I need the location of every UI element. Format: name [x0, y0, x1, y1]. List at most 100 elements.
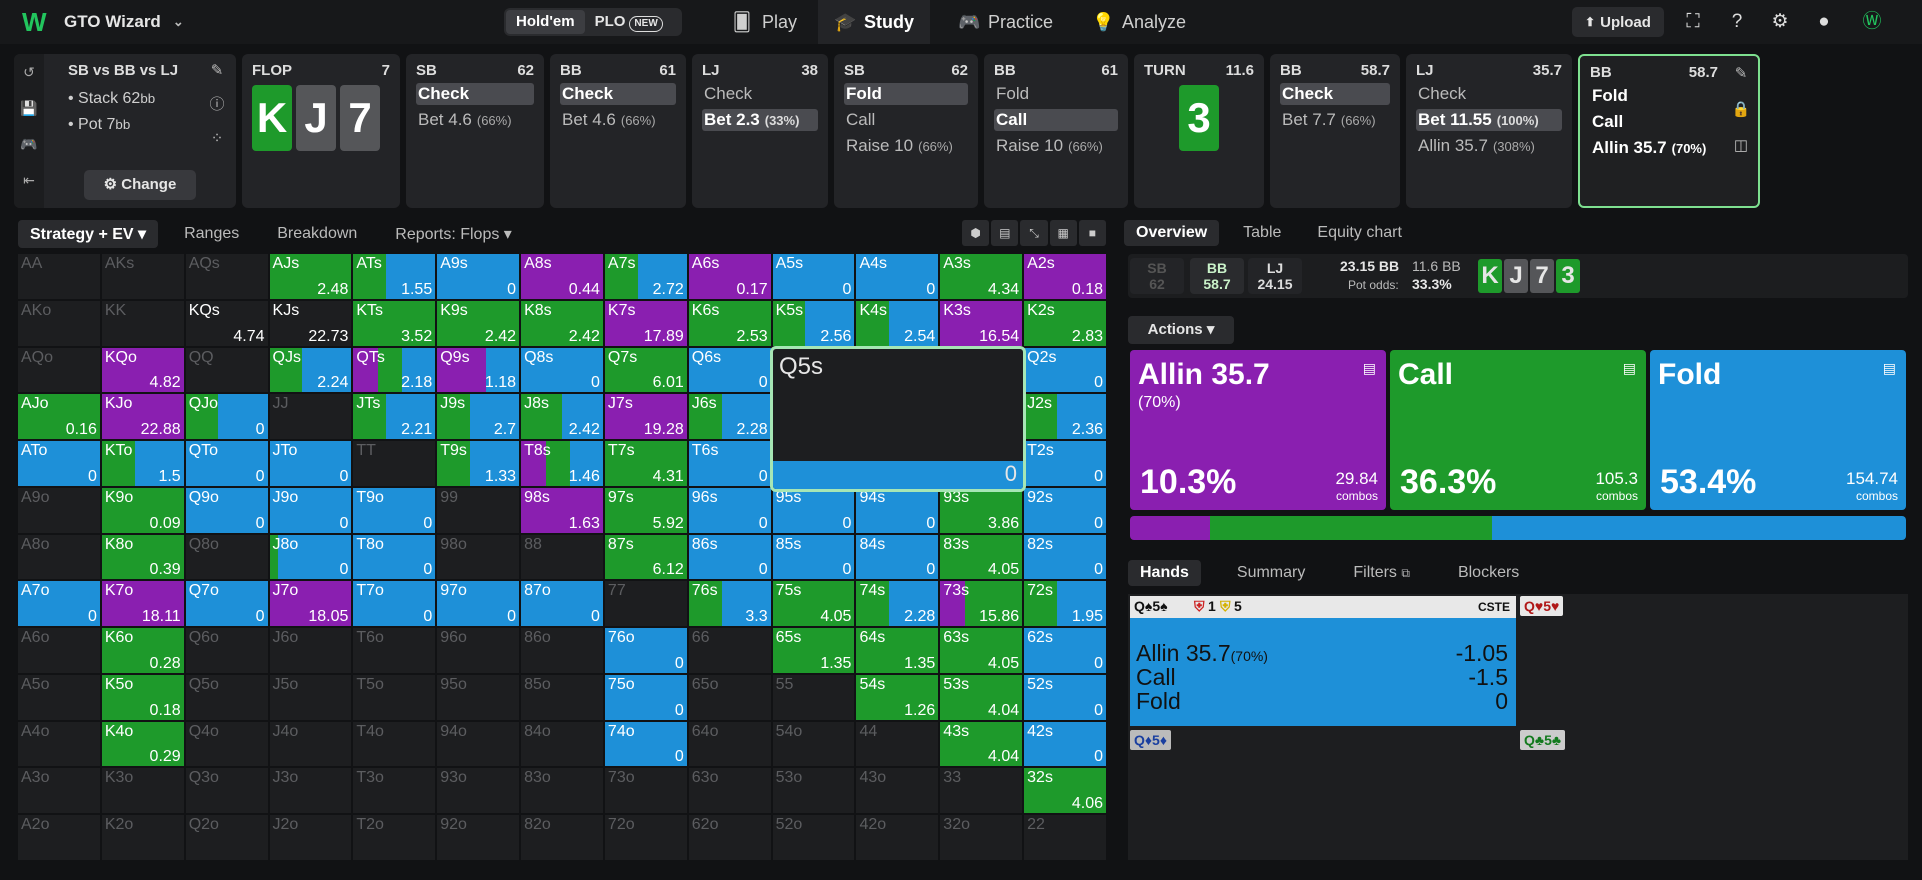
pencil-icon[interactable]: ✎ [210, 62, 224, 79]
hand-cell[interactable]: KQo 4.82 [101, 347, 184, 393]
hand-cell[interactable]: K4o 0.29 [101, 721, 184, 767]
hand-cell[interactable]: A4s 0 [856, 254, 939, 299]
hand-cell[interactable]: Q5o [185, 674, 268, 720]
hand-cell[interactable]: 93o [437, 768, 520, 814]
hand-cell[interactable]: A2o [18, 815, 100, 860]
hand-cell[interactable]: Q3o [185, 768, 268, 814]
hand-cell[interactable]: A3s 4.34 [940, 254, 1023, 299]
plo-option[interactable]: PLO NEW [585, 10, 673, 34]
hand-cell[interactable]: 76o 0 [604, 628, 687, 673]
hand-cell[interactable]: KTs 3.52 [353, 300, 436, 346]
hand-cell[interactable]: A2s 0.18 [1024, 254, 1106, 299]
tab-reports[interactable]: Reports: Flops ▾ [395, 226, 512, 243]
card-option[interactable]: Fold [1590, 85, 1720, 107]
card-option[interactable]: Bet 4.6 (66%) [416, 109, 534, 131]
hand-cell[interactable]: Q7s 6.01 [604, 347, 687, 393]
selected-hand-cell[interactable]: Q5s 0 [770, 346, 1026, 492]
hand-cell[interactable]: A7o 0 [18, 581, 100, 627]
3d-view-icon[interactable]: ⬢ [962, 220, 990, 246]
hand-cell[interactable]: 75s 4.05 [772, 581, 855, 627]
hand-cell[interactable]: J2o [269, 815, 352, 860]
card-option[interactable]: Call [994, 109, 1118, 131]
chevron-down-icon[interactable]: ⌄ [172, 14, 184, 29]
hand-cell[interactable]: T6s 0 [688, 441, 771, 486]
help-icon[interactable]: ? [1731, 11, 1743, 32]
hand-cell[interactable]: 65o [688, 674, 771, 720]
action-summary-1[interactable]: Call 36.3% 105.3 combos ▤ [1390, 350, 1646, 510]
action-summary-0[interactable]: Allin 35.7 (70%) 10.3% 29.84 combos ▤ [1130, 350, 1386, 510]
nav-study[interactable]: 🎓 Study [818, 0, 931, 44]
hand-cell[interactable]: 52o [772, 815, 855, 860]
hand-cell[interactable]: AKs [101, 254, 184, 299]
hand-cell[interactable]: K2o [101, 815, 184, 860]
hand-cell[interactable]: T7o 0 [353, 581, 436, 627]
hand-cell[interactable]: Q6o [185, 628, 268, 673]
card-option[interactable]: Call [844, 109, 968, 131]
hand-cell[interactable]: 74o 0 [604, 721, 687, 767]
hand-cell[interactable]: 84s 0 [856, 534, 939, 580]
hand-cell[interactable]: 62s 0 [1024, 628, 1106, 673]
hand-tag-clubs[interactable]: Q♣5♣ [1520, 730, 1566, 750]
hand-cell[interactable]: T9s 1.33 [437, 441, 520, 486]
hand-cell[interactable]: A6o [18, 628, 100, 673]
hand-cell[interactable]: J8s 2.42 [521, 394, 603, 440]
hand-cell[interactable]: T2s 0 [1024, 441, 1106, 486]
screenshot-icon[interactable]: ⛶ [1686, 11, 1700, 32]
tab-breakdown[interactable]: Breakdown [277, 225, 358, 242]
card-option[interactable]: Fold [844, 83, 968, 105]
change-button[interactable]: ⚙ Change [84, 170, 196, 200]
hand-cell[interactable]: 75o 0 [604, 674, 687, 720]
hand-cell[interactable]: Q2s 0 [1024, 347, 1106, 393]
user-icon[interactable]: ● [1818, 11, 1830, 32]
hand-cell[interactable]: 94s 0 [856, 487, 939, 533]
hand-cell[interactable]: K7s 17.89 [604, 300, 687, 346]
hand-cell[interactable]: AQo [18, 347, 100, 393]
expand-icon[interactable]: ⤡ [1020, 220, 1048, 246]
hand-cell[interactable]: 54s 1.26 [856, 674, 939, 720]
hand-cell[interactable]: 82o [521, 815, 603, 860]
hand-cell[interactable]: 72s 1.95 [1024, 581, 1106, 627]
card-option[interactable]: Raise 10 (66%) [994, 135, 1118, 157]
card-option[interactable]: Check [560, 83, 676, 105]
hand-cell[interactable]: J9o 0 [269, 487, 352, 533]
game-toggle[interactable]: Hold'em PLO NEW [504, 8, 682, 36]
details-icon[interactable]: ▤ [1882, 360, 1896, 376]
save-icon[interactable]: 💾 [20, 100, 38, 116]
hand-cell[interactable]: T8s 1.46 [521, 441, 603, 486]
hand-cell[interactable]: A8o [18, 534, 100, 580]
upload-button[interactable]: ⬆ Upload [1572, 7, 1664, 37]
hand-cell[interactable]: T6o [353, 628, 436, 673]
hand-cell[interactable]: A5o [18, 674, 100, 720]
hand-cell[interactable]: 92o [437, 815, 520, 860]
hand-cell[interactable]: 65s 1.35 [772, 628, 855, 673]
hand-cell[interactable]: KJs 22.73 [269, 300, 352, 346]
action-card-8[interactable]: LJ 35.7 Check Bet 11.55 (100%) Allin 35.7 (308… [1406, 54, 1572, 208]
hand-cell[interactable]: KQs 4.74 [185, 300, 268, 346]
hand-cell[interactable]: AQs [185, 254, 268, 299]
hand-cell[interactable]: A5s 0 [772, 254, 855, 299]
card-option[interactable]: Fold [994, 83, 1118, 105]
card-option[interactable]: Raise 10 (66%) [844, 135, 968, 157]
card-option[interactable]: Check [1416, 83, 1562, 105]
hand-cell[interactable]: Q2o [185, 815, 268, 860]
hand-cell[interactable]: 64o [688, 721, 771, 767]
action-summary-2[interactable]: Fold 53.4% 154.74 combos ▤ [1650, 350, 1906, 510]
hand-cell[interactable]: 42o [856, 815, 939, 860]
hand-cell[interactable]: 87o 0 [521, 581, 603, 627]
hand-cell[interactable]: K8o 0.39 [101, 534, 184, 580]
hand-cell[interactable]: 95s 0 [772, 487, 855, 533]
details-icon[interactable]: ▤ [1362, 360, 1376, 376]
hand-cell[interactable]: 66 [688, 628, 771, 673]
hand-cell[interactable]: A4o [18, 721, 100, 767]
hand-cell[interactable]: T9o 0 [353, 487, 436, 533]
action-card-3[interactable]: LJ 38 Check Bet 2.3 (33%) [692, 54, 828, 208]
action-card-7[interactable]: BB 58.7 Check Bet 7.7 (66%) [1270, 54, 1400, 208]
action-card-1[interactable]: SB 62 Check Bet 4.6 (66%) [406, 54, 544, 208]
hand-cell[interactable]: 77 [604, 581, 687, 627]
actions-dropdown[interactable]: Actions ▾ [1128, 316, 1234, 344]
hand-cell[interactable]: Q6s 0 [688, 347, 771, 393]
hand-cell[interactable]: Q8o [185, 534, 268, 580]
hand-detail[interactable]: Q♠5♠ ⛨ 1 ⛨ 5 CSTE Allin 35.7(70%) -1.05 C… [1130, 596, 1516, 726]
hand-cell[interactable]: J7o 18.05 [269, 581, 352, 627]
hand-cell[interactable]: J6s 2.28 [688, 394, 771, 440]
